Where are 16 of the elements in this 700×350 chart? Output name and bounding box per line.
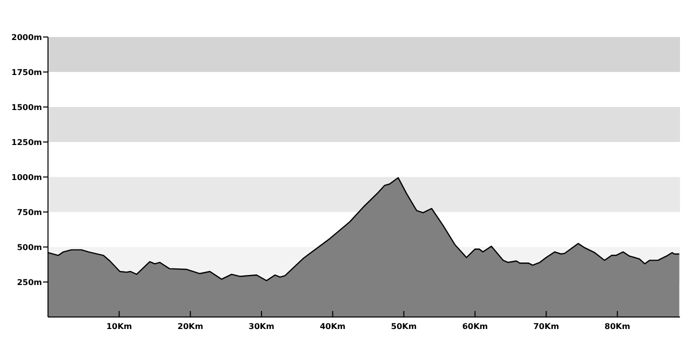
x-tick-label: 60Km [462,322,488,331]
y-tick-label: 750m [16,208,42,217]
y-tick-label: 1000m [11,172,42,182]
x-tick-label: 10Km [106,322,132,331]
x-tick-label: 50Km [391,322,417,331]
x-tick-label: 70Km [533,322,560,331]
x-tick-label: 30Km [248,322,274,331]
y-tick-label: 1750m [11,68,42,77]
y-tick-label: 250m [16,278,42,287]
y-tick-label: 1250m [11,138,42,147]
y-tick-label: 500m [16,242,42,252]
x-tick-label: 40Km [320,322,346,331]
y-tick-label: 1500m [11,102,42,112]
x-tick-label: 20Km [178,322,204,331]
y-tick-label: 2000m [11,32,42,42]
x-tick-label: 80Km [604,322,630,331]
